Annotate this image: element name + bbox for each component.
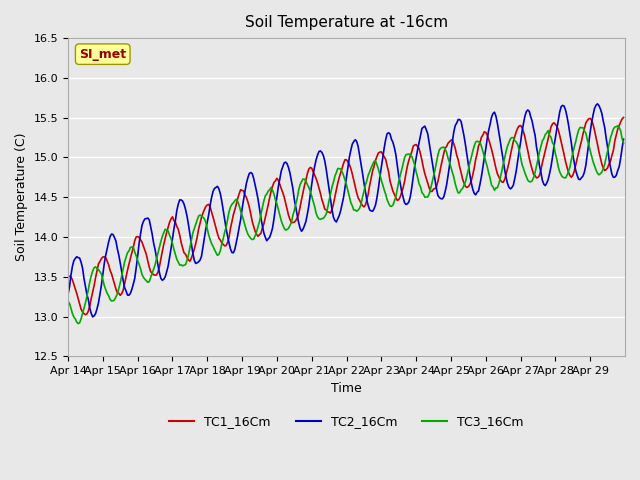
Line: TC1_16Cm: TC1_16Cm xyxy=(68,118,623,315)
TC3_16Cm xyxy=(84,287,92,292)
TC2_16Cm xyxy=(620,136,627,142)
Line: TC2_16Cm: TC2_16Cm xyxy=(68,104,623,317)
TC3_16Cm xyxy=(620,140,627,146)
TC1_16Cm xyxy=(84,308,92,314)
TC3_16Cm xyxy=(614,123,621,129)
TC1_16Cm xyxy=(544,135,552,141)
TC3_16Cm xyxy=(64,299,72,304)
TC3_16Cm xyxy=(74,321,82,326)
TC1_16Cm xyxy=(617,119,625,125)
Legend: TC1_16Cm, TC2_16Cm, TC3_16Cm: TC1_16Cm, TC2_16Cm, TC3_16Cm xyxy=(164,410,529,433)
TC1_16Cm xyxy=(64,273,72,279)
TC2_16Cm xyxy=(461,142,469,148)
TC2_16Cm xyxy=(351,137,359,143)
TC2_16Cm xyxy=(618,145,626,151)
TC3_16Cm xyxy=(618,136,626,142)
X-axis label: Time: Time xyxy=(331,382,362,395)
Title: Soil Temperature at -16cm: Soil Temperature at -16cm xyxy=(245,15,448,30)
TC1_16Cm xyxy=(81,312,89,318)
TC2_16Cm xyxy=(89,314,97,320)
TC3_16Cm xyxy=(351,207,359,213)
TC2_16Cm xyxy=(544,177,552,182)
TC2_16Cm xyxy=(64,291,72,297)
TC1_16Cm xyxy=(351,184,359,190)
Y-axis label: Soil Temperature (C): Soil Temperature (C) xyxy=(15,133,28,262)
Line: TC3_16Cm: TC3_16Cm xyxy=(68,126,623,324)
TC2_16Cm xyxy=(83,291,91,297)
TC3_16Cm xyxy=(544,128,552,133)
TC1_16Cm xyxy=(461,183,469,189)
TC3_16Cm xyxy=(461,179,469,185)
TC1_16Cm xyxy=(620,115,627,120)
Text: SI_met: SI_met xyxy=(79,48,126,60)
TC2_16Cm xyxy=(102,252,109,258)
TC3_16Cm xyxy=(102,287,109,293)
TC2_16Cm xyxy=(594,101,602,107)
TC1_16Cm xyxy=(102,255,109,261)
